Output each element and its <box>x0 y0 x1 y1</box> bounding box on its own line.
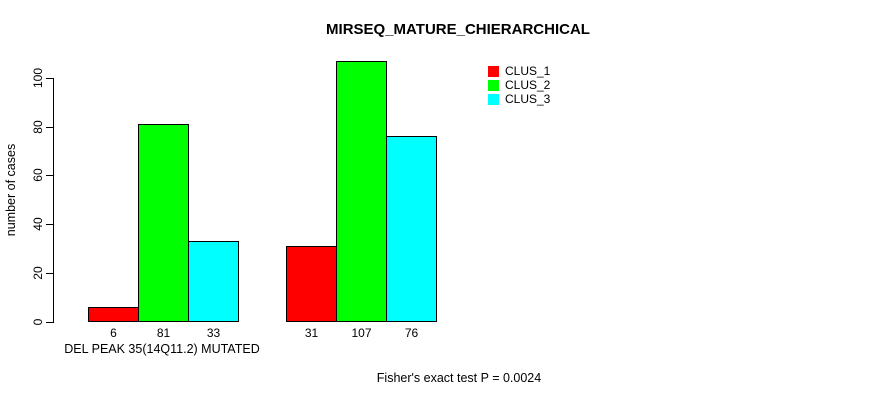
bar-clus_1-group1 <box>88 306 139 322</box>
legend-color-swatch <box>488 94 499 105</box>
legend-label: CLUS_3 <box>505 92 551 106</box>
bar-clus_2-group1 <box>138 124 189 322</box>
legend-color-swatch <box>488 80 499 91</box>
y-tick <box>46 175 54 177</box>
legend-item-clus_2: CLUS_2 <box>488 78 551 92</box>
y-tick-label: 0 <box>31 318 45 325</box>
chart-title: MIRSEQ_MATURE_CHIERARCHICAL <box>326 21 590 38</box>
legend-item-clus_1: CLUS_1 <box>488 64 551 78</box>
bar-clus_1-group2 <box>286 245 337 322</box>
bar-value-label: 31 <box>304 326 319 340</box>
bar-clus_3-group2 <box>386 136 437 322</box>
y-tick <box>46 272 54 274</box>
bar-clus_2-group2 <box>336 60 387 322</box>
y-tick <box>46 77 54 79</box>
bar-value-label: 81 <box>156 326 171 340</box>
y-tick-label: 20 <box>31 266 45 280</box>
bar-value-label: 6 <box>110 326 117 340</box>
legend: CLUS_1 CLUS_2 CLUS_3 <box>488 64 551 108</box>
y-tick-label: 40 <box>31 217 45 231</box>
legend-item-clus_3: CLUS_3 <box>488 92 551 106</box>
y-tick-label: 100 <box>31 67 45 88</box>
y-tick-label: 80 <box>31 119 45 134</box>
bar-value-label: 33 <box>206 326 221 340</box>
y-tick <box>46 321 54 323</box>
y-tick <box>46 126 54 128</box>
bar-value-label: 107 <box>351 326 372 340</box>
y-tick <box>46 224 54 226</box>
y-tick-label: 60 <box>31 168 45 182</box>
bar-value-label: 76 <box>404 326 419 340</box>
legend-label: CLUS_2 <box>505 78 551 92</box>
bar-clus_3-group1 <box>188 241 239 322</box>
fishers-test-annotation: Fisher's exact test P = 0.0024 <box>376 371 542 385</box>
y-axis-title: number of cases <box>4 143 18 237</box>
legend-label: CLUS_1 <box>505 64 551 78</box>
y-axis-line <box>53 77 54 323</box>
x-axis-title: DEL PEAK 35(14Q11.2) MUTATED <box>64 342 260 356</box>
legend-color-swatch <box>488 66 499 77</box>
